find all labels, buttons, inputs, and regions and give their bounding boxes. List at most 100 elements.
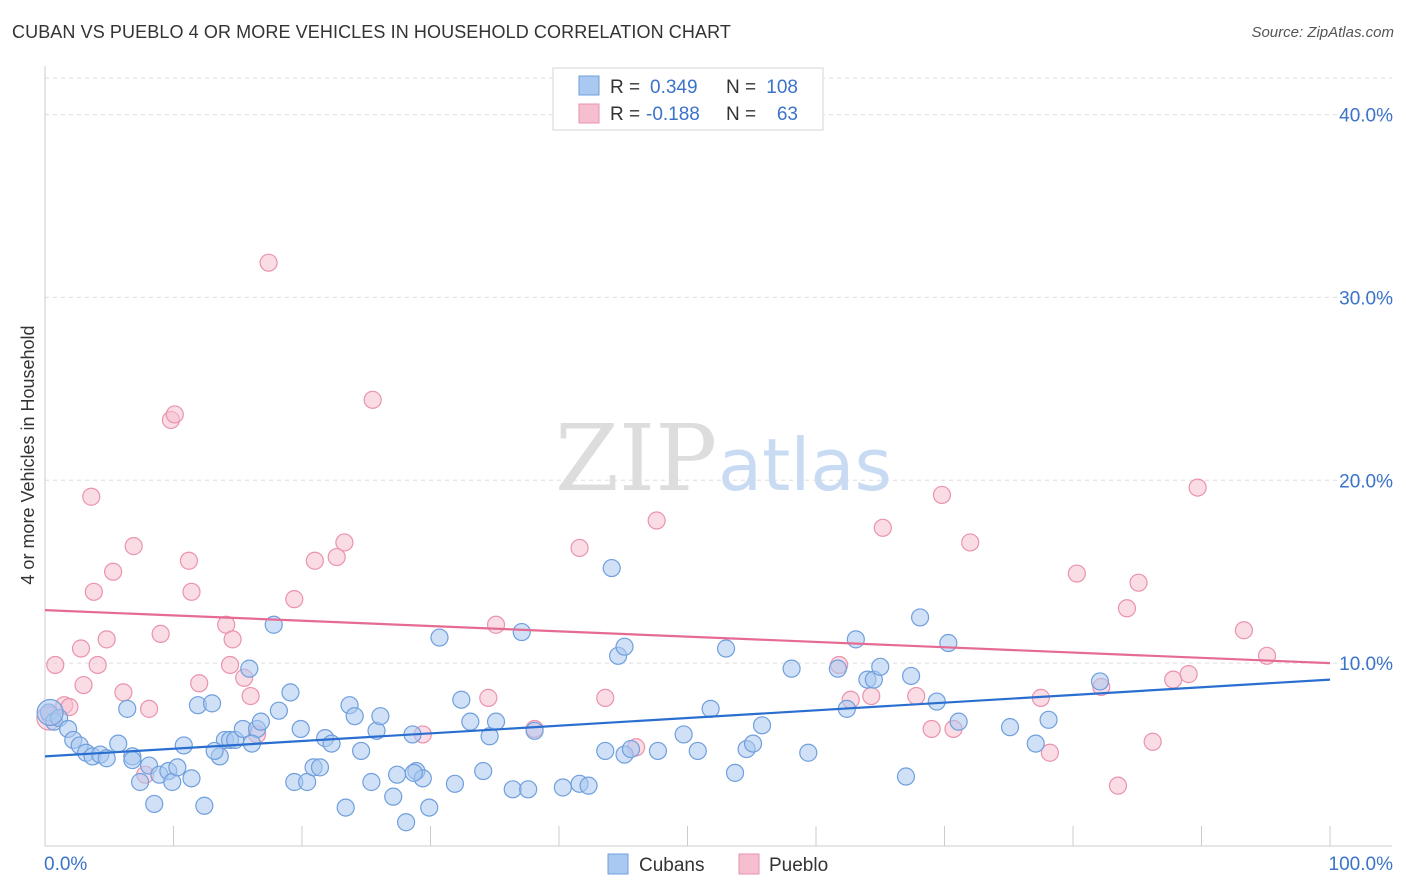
pueblo-point [139, 699, 159, 718]
cubans-point [648, 741, 668, 761]
cubans-point [716, 639, 736, 658]
pueblo-point [922, 719, 941, 739]
cubans-r-value: 0.349 [650, 77, 698, 98]
cubans-point [846, 630, 865, 649]
cubans-point [896, 767, 916, 786]
cubans-point [1026, 734, 1045, 753]
cubans-point [725, 763, 745, 782]
pueblo-point [570, 538, 589, 558]
legend-cubans-swatch [607, 853, 629, 875]
cubans-n-label: N = [726, 77, 756, 98]
cubans-point [828, 659, 847, 678]
cubans-point [362, 772, 381, 792]
pueblo-point [363, 390, 382, 409]
pueblo-point [479, 688, 498, 707]
cubans-points [36, 558, 1110, 832]
watermark-zip: ZIP [555, 405, 717, 512]
cubans-r-label: R = [610, 77, 640, 98]
pueblo-point [124, 537, 143, 556]
cubans-point [36, 698, 64, 727]
pueblo-point [873, 518, 892, 537]
x-tick-labels: 0.0% 100.0% [44, 854, 1393, 875]
trend-lines [44, 609, 1331, 758]
cubans-point [901, 666, 921, 686]
cubans-point [615, 637, 634, 656]
cubans-point [322, 734, 341, 753]
x-tick-label-min: 0.0% [44, 854, 87, 875]
cubans-point [291, 719, 310, 739]
cubans-point [118, 699, 137, 718]
cubans-point [109, 734, 128, 753]
y-tick-label: 30.0% [1339, 288, 1393, 309]
cubans-point [145, 794, 164, 814]
cubans-point [927, 692, 946, 711]
pueblo-swatch [578, 103, 600, 124]
pueblo-point [151, 624, 170, 643]
cubans-point [674, 725, 693, 744]
cubans-point [871, 657, 890, 676]
pueblo-point [1040, 743, 1059, 762]
pueblo-point [486, 615, 506, 634]
pueblo-point [179, 551, 199, 570]
grid-lines [45, 77, 1392, 664]
pueblo-point [223, 630, 242, 649]
chart-title: CUBAN VS PUEBLO 4 OR MORE VEHICLES IN HO… [12, 22, 731, 42]
cubans-point [123, 750, 142, 770]
cubans-point [910, 608, 930, 627]
cubans-point [743, 734, 763, 753]
cubans-point [387, 765, 407, 784]
pueblo-point [190, 674, 209, 693]
pueblo-point [241, 686, 260, 706]
pueblo-point [1117, 599, 1137, 618]
cubans-point [782, 659, 801, 678]
cubans-point [525, 721, 544, 740]
pueblo-point [1188, 478, 1207, 497]
legend-cubans-label: Cubans [639, 855, 705, 876]
cubans-point [579, 776, 598, 795]
cubans-point [1039, 710, 1058, 729]
pueblo-point [71, 639, 91, 658]
cubans-point [404, 763, 423, 782]
pueblo-point [74, 675, 93, 695]
pueblo-point [1164, 670, 1183, 689]
y-tick-label: 20.0% [1339, 471, 1393, 492]
cubans-point [345, 707, 364, 726]
cubans-point [602, 558, 621, 578]
cubans-point [445, 774, 465, 793]
cubans-point [688, 741, 707, 761]
cubans-point [701, 699, 720, 718]
cubans-point [281, 683, 300, 702]
pueblo-r-label: R = [610, 104, 640, 125]
y-axis-label: 4 or more Vehicles in Household [18, 325, 38, 584]
watermark-atlas: atlas [718, 423, 892, 507]
y-tick-labels: 10.0% 20.0% 30.0% 40.0% [1339, 106, 1393, 676]
pueblo-point [104, 562, 123, 581]
cubans-point [519, 780, 538, 799]
cubans-point [396, 813, 416, 832]
cubans-point [182, 769, 201, 788]
pueblo-point [305, 551, 324, 570]
pueblo-points [36, 253, 1277, 795]
pueblo-point [82, 487, 101, 506]
pueblo-point [1179, 665, 1198, 684]
pueblo-r-value: -0.188 [646, 104, 700, 125]
legend-pueblo-label: Pueblo [769, 855, 828, 876]
cubans-point [251, 712, 270, 731]
y-tick-label: 40.0% [1339, 106, 1393, 127]
pueblo-trend-line [44, 609, 1331, 665]
cubans-point [310, 758, 330, 777]
cubans-point [939, 633, 958, 653]
cubans-point [336, 798, 355, 817]
cubans-point [1000, 718, 1020, 737]
pueblo-point [596, 688, 615, 707]
cubans-point [384, 787, 403, 806]
cubans-point [174, 736, 193, 755]
pueblo-point [182, 582, 201, 601]
cubans-point [371, 707, 390, 726]
cubans-point [195, 796, 214, 815]
pueblo-point [259, 253, 278, 272]
cubans-point [503, 780, 522, 799]
pueblo-point [647, 511, 666, 530]
cubans-point [461, 712, 480, 731]
pueblo-point [907, 686, 926, 706]
